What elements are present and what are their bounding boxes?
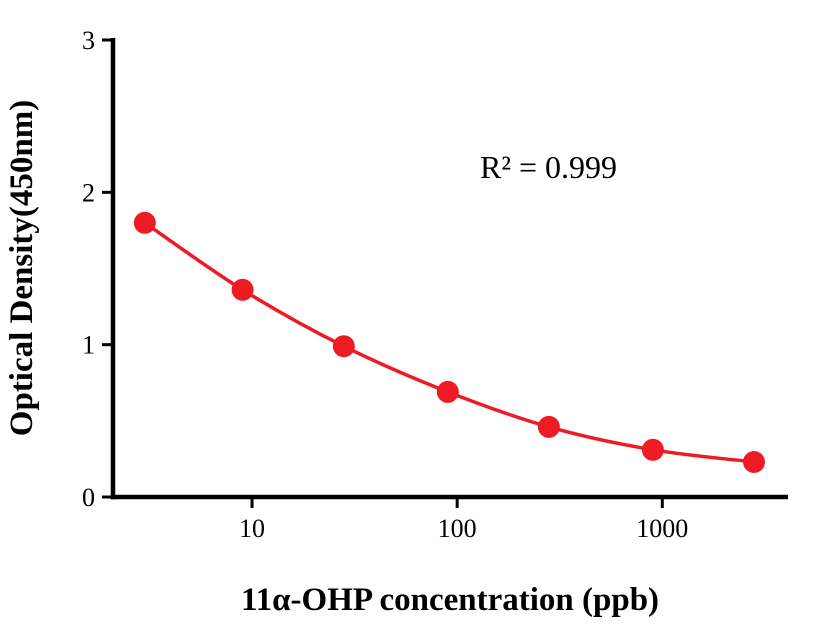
data-point [743, 451, 765, 473]
data-point [641, 438, 664, 461]
x-tick-label: 1000 [636, 514, 688, 543]
x-axis-title: 11α-OHP concentration (ppb) [241, 582, 659, 618]
y-axis-title: Optical Density(450nm) [4, 100, 40, 436]
r-squared-annotation: R² = 0.999 [480, 149, 617, 185]
data-point [537, 415, 560, 438]
y-tick-label: 3 [82, 26, 95, 55]
fit-curve [143, 221, 756, 464]
y-tick-label: 1 [82, 331, 95, 360]
data-point [231, 278, 254, 301]
y-tick-label: 0 [82, 483, 95, 512]
data-point [436, 380, 459, 403]
x-tick-label: 100 [438, 514, 477, 543]
data-point [332, 335, 355, 358]
data-point [133, 211, 156, 234]
y-tick-label: 2 [82, 178, 95, 207]
x-tick-label: 10 [239, 514, 265, 543]
plot-layer: 0 1 2 3 10 100 1000 [82, 26, 788, 543]
